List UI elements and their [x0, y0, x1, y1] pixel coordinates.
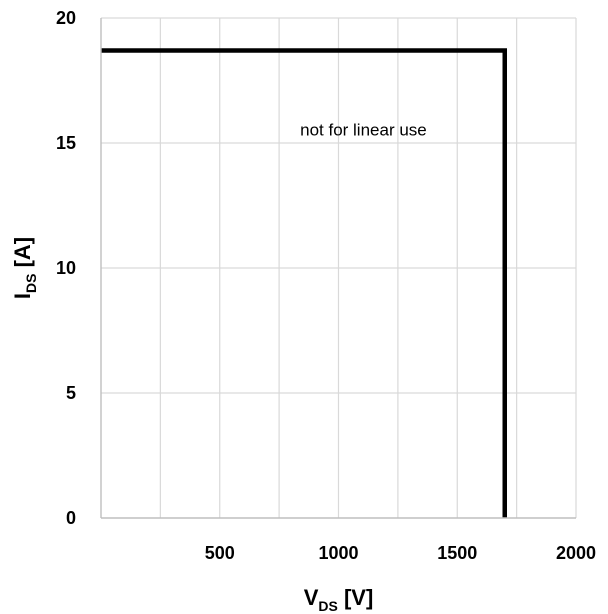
x-axis-title-sub: DS — [318, 598, 337, 614]
series-line-0 — [101, 48, 507, 518]
axes — [100, 18, 576, 519]
y-axis-title-main: I — [10, 293, 35, 299]
x-tick-label: 2000 — [556, 543, 596, 563]
x-tick-labels: 500 1000 1500 2000 — [205, 543, 596, 563]
annotation-0: not for linear use — [300, 121, 427, 140]
series-group — [101, 48, 507, 518]
annotations: not for linear use — [300, 121, 427, 140]
gridlines — [101, 17, 577, 518]
x-tick-label: 1500 — [437, 543, 477, 563]
y-axis-title-sub: DS — [23, 274, 39, 293]
y-tick-labels: 0 5 10 15 20 — [56, 8, 76, 528]
y-tick-label: 20 — [56, 8, 76, 28]
y-axis-title-unit: [A] — [10, 237, 35, 274]
y-tick-label: 10 — [56, 258, 76, 278]
x-tick-label: 1000 — [318, 543, 358, 563]
x-axis-title: VDS [V] — [304, 585, 374, 614]
x-tick-label: 500 — [205, 543, 235, 563]
y-axis-title: IDS [A] — [10, 237, 39, 299]
y-tick-label: 0 — [66, 508, 76, 528]
x-axis-title-unit: [V] — [338, 585, 373, 610]
y-tick-label: 15 — [56, 133, 76, 153]
y-tick-label: 5 — [66, 383, 76, 403]
x-axis-title-main: V — [304, 585, 319, 610]
